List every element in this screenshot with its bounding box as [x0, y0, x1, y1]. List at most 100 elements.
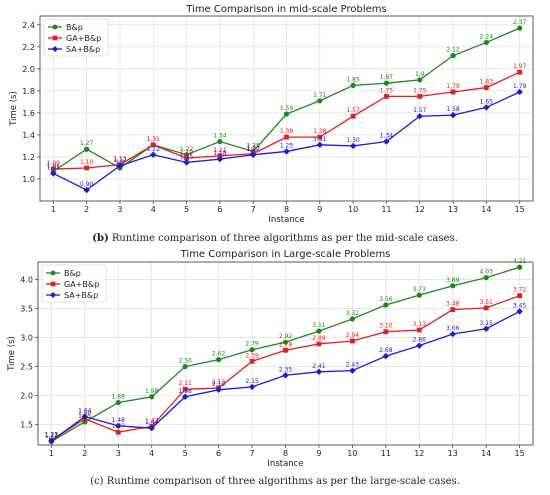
x-tick-label-2: 2 [84, 205, 89, 214]
data-label-ga-b-p-9: 1.38 [313, 128, 327, 135]
data-label-ga-b-p-14: 1.83 [480, 79, 494, 86]
data-label-ga-b-p-2: 1.10 [80, 159, 94, 166]
point-ga-b-p-13 [450, 89, 456, 95]
x-axis-title: Instance [268, 215, 304, 225]
data-label-sa-b-p-11: 2.68 [379, 347, 393, 354]
data-label-sa-b-p-10: 2.43 [346, 362, 360, 369]
series-b-p: 1.211.551.881.982.502.622.792.923.113.32… [45, 258, 526, 445]
y-tick-label-1.8: 1.8 [22, 87, 35, 96]
point-sa-b-p-5 [181, 393, 189, 400]
data-label-b-p-8: 2.92 [279, 333, 293, 340]
point-sa-b-p-7 [249, 151, 257, 158]
series-b-p: 1.071.271.11.311.221.341.251.591.711.851… [47, 19, 527, 174]
legend: B&p GA+B&p SA+B&p [41, 264, 107, 303]
data-label-b-p-5: 1.22 [180, 146, 194, 153]
data-label-ga-b-p-7: 1.23 [247, 145, 261, 152]
data-label-ga-b-p-6: 1.21 [213, 147, 227, 154]
data-label-ga-b-p-4: 1.47 [145, 417, 159, 424]
data-label-ga-b-p-5: 2.11 [178, 380, 192, 387]
point-sa-b-p-13 [449, 111, 457, 119]
point-b-p-3 [115, 399, 121, 406]
point-b-p-15 [517, 25, 523, 31]
x-tick-label-7: 7 [250, 449, 255, 458]
data-label-ga-b-p-11: 1.75 [380, 87, 394, 94]
point-sa-b-p-2 [81, 413, 89, 420]
data-label-ga-b-p-6: 2.13 [212, 379, 226, 386]
point-b-p-2 [84, 146, 90, 152]
point-b-p-8 [282, 339, 289, 345]
x-tick-label-8: 8 [284, 205, 289, 214]
data-label-ga-b-p-12: 3.13 [413, 321, 427, 328]
point-sa-b-p-7 [248, 383, 256, 391]
data-label-b-p-3: 1.88 [112, 394, 126, 401]
x-tick-label-5: 5 [184, 205, 189, 214]
point-ga-b-p-12 [416, 327, 422, 333]
y-tick-label-4.0: 4.0 [20, 275, 33, 284]
data-label-ga-b-p-14: 3.51 [479, 299, 493, 306]
point-ga-b-p-11 [384, 93, 389, 99]
point-b-p-12 [417, 77, 423, 83]
data-label-b-p-7: 1.25 [247, 142, 261, 149]
data-label-sa-b-p-13: 1.58 [446, 106, 460, 113]
data-label-sa-b-p-3: 1.48 [112, 417, 126, 424]
data-label-sa-b-p-6: 1.18 [213, 150, 227, 157]
legend-marker-ga-b-p [50, 281, 56, 287]
x-tick-label-11: 11 [381, 205, 391, 214]
x-tick-label-1: 1 [51, 205, 56, 214]
point-ga-b-p-12 [417, 93, 423, 99]
data-label-b-p-11: 3.56 [379, 296, 393, 303]
point-b-p-13 [450, 53, 456, 59]
data-label-ga-b-p-2: 1.60 [78, 410, 92, 417]
point-sa-b-p-1 [48, 437, 55, 445]
data-label-sa-b-p-7: 1.22 [247, 146, 261, 153]
point-b-p-9 [316, 328, 322, 334]
data-label-sa-b-p-11: 1.34 [380, 133, 394, 140]
point-sa-b-p-10 [349, 142, 357, 150]
data-label-ga-b-p-7: 2.59 [245, 352, 259, 359]
data-label-b-p-6: 1.34 [213, 133, 227, 140]
data-label-sa-b-p-8: 1.25 [280, 142, 294, 149]
data-label-b-p-8: 1.59 [280, 105, 294, 112]
data-label-sa-b-p-12: 1.57 [413, 107, 427, 114]
point-ga-b-p-5 [184, 155, 189, 161]
data-label-ga-b-p-13: 3.48 [446, 301, 460, 308]
legend-label-sa-b-p: SA+B&p [66, 45, 100, 54]
point-b-p-12 [416, 292, 422, 298]
data-label-sa-b-p-1: 1.05 [47, 164, 61, 171]
legend-label-ga-b-p: GA+B&p [66, 34, 101, 43]
point-b-p-6 [216, 357, 222, 363]
data-label-b-p-4: 1.98 [145, 388, 159, 395]
data-label-ga-b-p-12: 1.75 [413, 87, 427, 94]
x-tick-label-5: 5 [183, 449, 188, 458]
data-label-ga-b-p-8: 2.78 [279, 341, 293, 348]
y-tick-label-1.6: 1.6 [22, 109, 35, 118]
point-b-p-6 [217, 138, 223, 145]
data-label-ga-b-p-15: 3.72 [513, 287, 527, 294]
x-tick-label-10: 10 [347, 449, 357, 458]
point-sa-b-p-9 [316, 141, 324, 149]
point-ga-b-p-15 [517, 293, 523, 299]
point-ga-b-p-15 [517, 69, 523, 75]
y-tick-label-2.4: 2.4 [22, 21, 35, 30]
point-b-p-5 [182, 363, 188, 370]
data-label-b-p-9: 1.71 [313, 92, 327, 99]
data-label-b-p-5: 2.50 [178, 358, 192, 365]
point-ga-b-p-3 [115, 429, 121, 435]
point-ga-b-p-7 [249, 358, 255, 364]
data-label-ga-b-p-1: 1.09 [47, 160, 61, 167]
y-tick-label-1.2: 1.2 [22, 153, 35, 162]
data-label-ga-b-p-9: 2.89 [312, 335, 326, 342]
point-sa-b-p-1 [50, 170, 57, 177]
point-sa-b-p-15 [516, 88, 523, 96]
y-tick-label-3.5: 3.5 [20, 304, 33, 313]
data-label-sa-b-p-14: 3.15 [479, 320, 493, 327]
chart-title: Time Comparison in mid-scale Problems [185, 4, 387, 15]
x-tick-label-9: 9 [317, 205, 322, 214]
point-sa-b-p-10 [349, 367, 356, 374]
caption-large-scale: (c) Runtime comparison of three algorith… [0, 476, 550, 487]
data-label-sa-b-p-9: 2.41 [312, 363, 326, 370]
caption-mid-scale-text: Runtime comparison of three algorithms a… [108, 233, 458, 244]
point-ga-b-p-8 [283, 347, 288, 353]
point-ga-b-p-10 [349, 338, 355, 344]
data-label-ga-b-p-10: 2.94 [346, 332, 360, 339]
